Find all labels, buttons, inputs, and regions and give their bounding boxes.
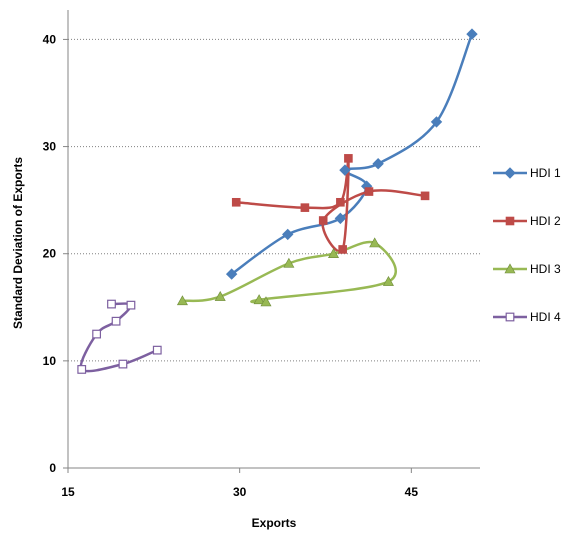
hdi-4-point bbox=[118, 359, 128, 369]
hdi-1-point bbox=[282, 228, 294, 241]
hdi-2-point bbox=[300, 203, 310, 212]
hdi-4-point bbox=[152, 345, 162, 355]
y-axis-title: Standard Deviation of Exports bbox=[11, 157, 25, 329]
y-tick-label: 20 bbox=[43, 247, 57, 261]
hdi-2-point bbox=[420, 191, 430, 201]
y-tick-label: 30 bbox=[43, 140, 57, 154]
hdi-1-point bbox=[339, 164, 351, 176]
hdi-4-point bbox=[111, 316, 121, 326]
hdi-3-point bbox=[260, 296, 272, 307]
y-tick-label: 10 bbox=[43, 354, 57, 368]
hdi-3-line bbox=[182, 240, 397, 304]
gridlines bbox=[68, 38, 480, 362]
hdi-4-legend-label: HDI 4 bbox=[530, 310, 561, 324]
hdi-3-point bbox=[253, 294, 265, 305]
hdi-3-point bbox=[214, 290, 226, 301]
hdi-1-point bbox=[466, 28, 478, 40]
x-tick-label: 30 bbox=[233, 485, 247, 499]
hdi-2-point bbox=[336, 197, 345, 207]
axes bbox=[67, 10, 480, 469]
hdi-4-point bbox=[92, 329, 102, 339]
hdi-2-line bbox=[236, 156, 426, 253]
hdi-3-legend-marker bbox=[504, 263, 516, 274]
hdi-3-point bbox=[369, 237, 381, 248]
hdi-1-point bbox=[334, 212, 347, 225]
x-tick-labels: 15 30 45 bbox=[61, 468, 418, 499]
x-tick-label: 15 bbox=[61, 485, 75, 499]
hdi-1-legend-marker bbox=[504, 167, 516, 179]
hdi-1-point bbox=[430, 116, 443, 128]
x-axis-title: Exports bbox=[252, 516, 297, 530]
hdi-2-legend-label: HDI 2 bbox=[530, 214, 561, 228]
hdi-2-point bbox=[231, 197, 241, 207]
hdi-3-point bbox=[283, 257, 295, 268]
y-tick-label: 0 bbox=[49, 461, 56, 475]
hdi-4-point bbox=[126, 300, 136, 310]
hdi-3-legend-label: HDI 3 bbox=[530, 262, 561, 276]
y-tick-label: 40 bbox=[43, 32, 57, 46]
hdi-3-point bbox=[176, 295, 188, 306]
series-markers bbox=[77, 28, 478, 374]
hdi-4-point bbox=[77, 365, 87, 374]
x-tick-label: 45 bbox=[405, 485, 419, 499]
hdi-4-point bbox=[107, 299, 116, 309]
hdi-1-point bbox=[372, 158, 384, 170]
hdi-3-point bbox=[328, 248, 340, 259]
hdi-2-point bbox=[364, 187, 374, 196]
hdi-1-legend-label: HDI 1 bbox=[530, 166, 561, 180]
hdi-2-legend-marker bbox=[505, 216, 515, 226]
hdi-1-point bbox=[225, 268, 238, 280]
y-tick-labels: 0 10 20 30 40 bbox=[43, 32, 68, 475]
legend: HDI 1 HDI 2 HDI 3 HDI 4 bbox=[493, 166, 561, 324]
hdi-3-point bbox=[382, 275, 394, 286]
hdi-2-point bbox=[338, 245, 347, 254]
series-lines bbox=[79, 33, 474, 373]
hdi-4-legend-marker bbox=[505, 312, 515, 322]
hdi-2-point bbox=[344, 154, 353, 163]
hdi-2-point bbox=[318, 216, 328, 225]
